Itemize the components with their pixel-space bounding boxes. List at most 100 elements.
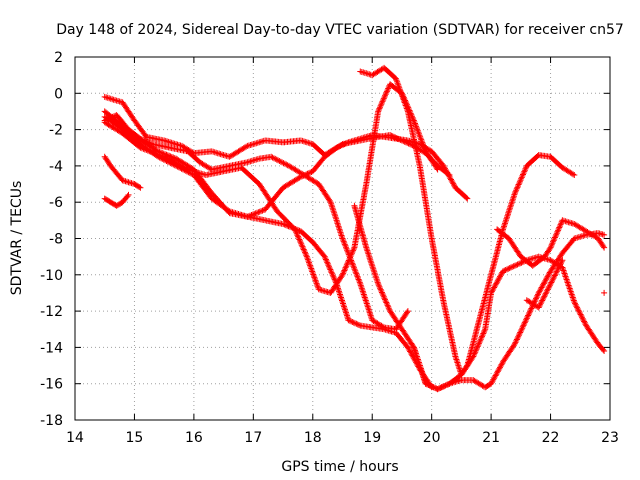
data-point: [359, 70, 362, 73]
data-point: [103, 110, 106, 113]
data-point: [549, 156, 552, 158]
data-point: [561, 219, 564, 222]
data-point: [193, 152, 195, 154]
data-point: [359, 324, 362, 327]
data-point: [466, 197, 469, 200]
y-tick-label: 0: [54, 86, 63, 102]
data-point: [525, 299, 528, 302]
data-point: [121, 201, 124, 203]
y-tick-label: -16: [40, 377, 63, 393]
x-tick-label: 23: [601, 430, 619, 446]
data-point: [537, 306, 540, 309]
x-tick-label: 17: [244, 430, 262, 446]
data-point: [169, 146, 171, 149]
data-point: [389, 83, 391, 86]
data-point: [347, 319, 350, 321]
data-point: [424, 150, 427, 153]
y-tick-label: -2: [49, 123, 63, 139]
data-point: [603, 350, 605, 352]
data-point: [520, 255, 522, 258]
data-point: [413, 346, 415, 349]
data-point: [282, 223, 284, 225]
y-tick-label: -10: [40, 268, 63, 284]
data-point: [573, 237, 576, 240]
data-point: [264, 219, 267, 222]
data-point: [264, 139, 267, 142]
data-point: [490, 274, 492, 276]
data-point: [472, 379, 475, 381]
data-point: [484, 386, 486, 389]
data-point: [115, 114, 118, 116]
data-point: [436, 388, 439, 390]
data-point: [181, 145, 183, 147]
data-point: [377, 110, 379, 113]
data-point: [454, 355, 457, 358]
data-point: [502, 270, 504, 272]
y-tick-label: -6: [49, 195, 63, 211]
data-point: [276, 210, 278, 213]
series-track-11: [494, 217, 608, 269]
data-point: [597, 237, 599, 240]
data-point: [585, 324, 588, 327]
y-tick-label: -14: [40, 340, 63, 356]
series-track-13: [601, 289, 608, 296]
data-point: [573, 174, 576, 176]
data-point: [407, 110, 409, 113]
data-point: [139, 186, 142, 189]
data-point: [228, 165, 231, 167]
data-point: [329, 292, 332, 294]
x-tick-label: 14: [66, 430, 84, 446]
data-point: [199, 161, 201, 164]
data-point: [317, 183, 320, 185]
data-point: [531, 264, 534, 267]
x-tick-label: 15: [126, 430, 144, 446]
data-point: [383, 67, 385, 69]
x-tick-label: 18: [304, 430, 322, 446]
data-point: [525, 165, 528, 167]
data-point: [145, 136, 148, 138]
data-point: [300, 172, 302, 174]
x-tick-label: 16: [185, 430, 203, 446]
data-point: [258, 157, 261, 160]
data-point: [103, 116, 106, 118]
data-point: [246, 145, 249, 147]
data-point: [407, 310, 409, 312]
y-tick-label: -8: [49, 232, 63, 248]
data-point: [121, 179, 124, 182]
data-point: [436, 168, 439, 171]
data-point: [603, 292, 605, 294]
data-point: [115, 205, 118, 207]
data-point: [478, 319, 481, 321]
data-point: [537, 292, 540, 294]
series-track-12: [523, 257, 566, 311]
data-point: [300, 230, 302, 233]
data-point: [365, 183, 368, 185]
data-point: [353, 205, 356, 207]
data-point: [365, 246, 368, 249]
data-point: [603, 234, 605, 236]
data-point: [525, 317, 528, 320]
data-point: [300, 139, 302, 142]
data-point: [502, 361, 504, 363]
data-point: [484, 328, 486, 331]
data-point: [585, 234, 588, 236]
data-point: [508, 237, 510, 240]
data-point: [549, 246, 552, 249]
data-point: [210, 150, 213, 153]
x-tick-label: 19: [363, 430, 381, 446]
data-point: [204, 174, 207, 176]
data-point: [549, 259, 552, 262]
data-point: [228, 156, 231, 158]
data-point: [103, 121, 106, 124]
data-point: [496, 228, 498, 231]
data-point: [460, 379, 463, 381]
data-point: [311, 170, 314, 173]
data-point: [210, 192, 213, 194]
data-point: [306, 255, 308, 258]
data-point: [514, 342, 516, 345]
data-point: [371, 319, 374, 321]
data-point: [288, 165, 290, 167]
data-point: [121, 101, 124, 104]
data-point: [121, 128, 124, 131]
y-tick-label: 2: [54, 50, 63, 66]
